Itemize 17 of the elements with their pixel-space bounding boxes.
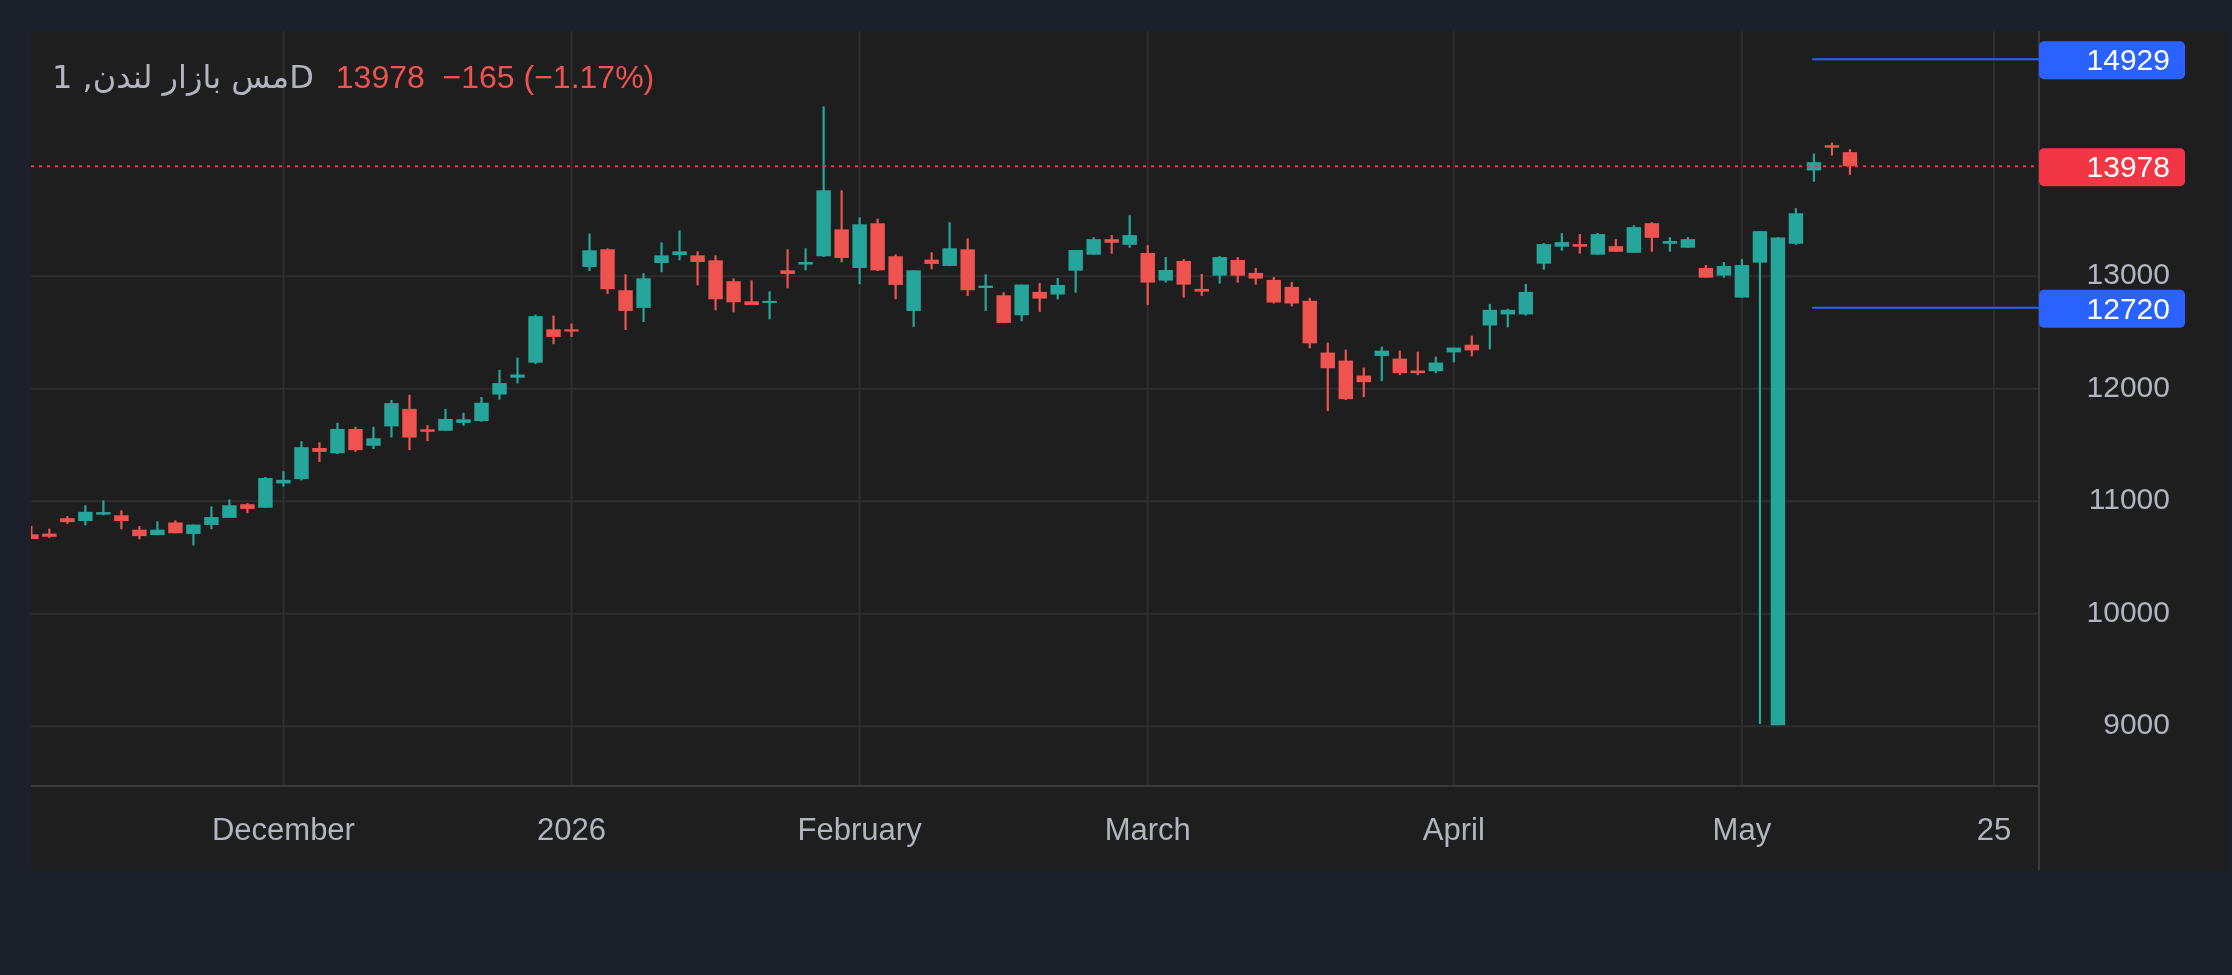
y-tick-label: 10000 bbox=[2086, 594, 2170, 628]
y-tick-label: 12000 bbox=[2086, 369, 2170, 403]
x-tick-label: April bbox=[1422, 812, 1485, 847]
x-tick-label: May bbox=[1712, 812, 1772, 847]
ref-line-label: 14929 bbox=[2086, 43, 2170, 77]
y-tick-label: 11000 bbox=[2088, 482, 2170, 516]
annotation: 13978 −165 (−1.17%) bbox=[335, 59, 655, 95]
y-tick-label: 13000 bbox=[2086, 257, 2170, 291]
x-tick-label: March bbox=[1104, 812, 1191, 847]
ref-line-label: 12720 bbox=[2086, 291, 2170, 325]
x-tick-label: 2026 bbox=[537, 812, 607, 847]
ref-line-label: 13978 bbox=[2086, 150, 2170, 184]
x-tick-label: 25 bbox=[1976, 812, 2012, 847]
y-tick-label: 9000 bbox=[2103, 707, 2170, 741]
text: مس بازار لندن, 1D bbox=[52, 58, 314, 96]
x-tick-label: December bbox=[211, 812, 355, 847]
x-tick-label: February bbox=[797, 812, 923, 847]
